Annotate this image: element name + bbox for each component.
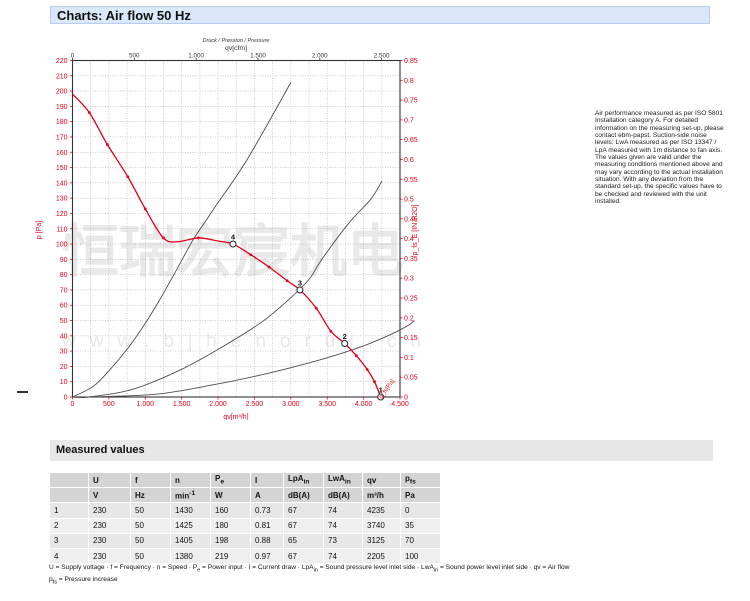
svg-text:1.500: 1.500 xyxy=(173,401,191,408)
svg-text:0.6: 0.6 xyxy=(404,157,414,164)
svg-text:60: 60 xyxy=(60,303,68,310)
svg-text:0: 0 xyxy=(71,401,75,408)
svg-text:160: 160 xyxy=(56,150,68,157)
svg-text:500: 500 xyxy=(129,53,140,60)
svg-text:110: 110 xyxy=(56,226,67,233)
svg-text:2: 2 xyxy=(343,332,347,341)
svg-text:210: 210 xyxy=(56,73,68,80)
svg-text:0.5: 0.5 xyxy=(404,197,414,204)
svg-text:0.3: 0.3 xyxy=(404,276,414,283)
svg-text:20: 20 xyxy=(60,364,68,371)
svg-text:0.85: 0.85 xyxy=(404,58,418,65)
svg-text:0.75: 0.75 xyxy=(404,98,418,105)
svg-text:180: 180 xyxy=(56,119,68,126)
svg-text:4.000: 4.000 xyxy=(355,401,373,408)
svg-text:130: 130 xyxy=(56,196,68,203)
svg-text:2.500: 2.500 xyxy=(374,53,390,60)
svg-text:0.55: 0.55 xyxy=(404,177,418,184)
svg-text:qv[cfm]: qv[cfm] xyxy=(225,45,247,52)
svg-text:0: 0 xyxy=(404,395,408,402)
svg-text:150: 150 xyxy=(56,165,68,172)
svg-text:220: 220 xyxy=(56,58,68,65)
svg-text:0.7: 0.7 xyxy=(404,117,414,124)
svg-text:Druck / Pression / Pressure: Druck / Pression / Pressure xyxy=(203,38,270,44)
svg-text:0.25: 0.25 xyxy=(404,296,418,303)
svg-text:0.65: 0.65 xyxy=(404,137,418,144)
svg-text:80: 80 xyxy=(60,272,68,279)
svg-text:170: 170 xyxy=(56,134,68,141)
svg-text:2.000: 2.000 xyxy=(209,401,227,408)
svg-text:p [Pa]: p [Pa] xyxy=(36,221,43,239)
svg-text:50: 50 xyxy=(60,318,68,325)
svg-text:0.8: 0.8 xyxy=(404,78,414,85)
svg-text:90: 90 xyxy=(60,257,68,264)
svg-text:190: 190 xyxy=(56,104,68,111)
svg-text:120: 120 xyxy=(56,211,68,218)
svg-text:p_fs_E [IN H2O]: p_fs_E [IN H2O] xyxy=(412,204,419,255)
svg-text:www.bjhenorui.cn: www.bjhenorui.cn xyxy=(61,331,420,352)
svg-text:3.000: 3.000 xyxy=(282,401,300,408)
svg-text:70: 70 xyxy=(60,287,68,294)
svg-text:2.000: 2.000 xyxy=(312,53,328,60)
svg-text:10: 10 xyxy=(60,379,68,386)
svg-text:1.000: 1.000 xyxy=(137,401,155,408)
svg-text:0.2: 0.2 xyxy=(404,315,414,322)
svg-text:40: 40 xyxy=(60,333,68,340)
svg-text:3.500: 3.500 xyxy=(318,401,336,408)
svg-text:500: 500 xyxy=(103,401,115,408)
svg-text:0.05: 0.05 xyxy=(404,375,418,382)
svg-text:1.000: 1.000 xyxy=(188,53,204,60)
svg-text:3: 3 xyxy=(298,278,302,287)
svg-text:0.1: 0.1 xyxy=(404,355,414,362)
svg-text:4.500: 4.500 xyxy=(391,401,409,408)
svg-text:140: 140 xyxy=(56,180,68,187)
svg-text:1.500: 1.500 xyxy=(250,53,266,60)
svg-text:30: 30 xyxy=(60,349,68,356)
svg-text:qv[m³/h]: qv[m³/h] xyxy=(223,414,248,420)
svg-text:200: 200 xyxy=(56,89,68,96)
svg-text:0.35: 0.35 xyxy=(404,256,418,263)
svg-text:100: 100 xyxy=(56,242,68,249)
svg-text:0.15: 0.15 xyxy=(404,335,418,342)
svg-text:0: 0 xyxy=(71,53,75,60)
svg-text:2.500: 2.500 xyxy=(246,401,264,408)
svg-text:0: 0 xyxy=(64,395,68,402)
